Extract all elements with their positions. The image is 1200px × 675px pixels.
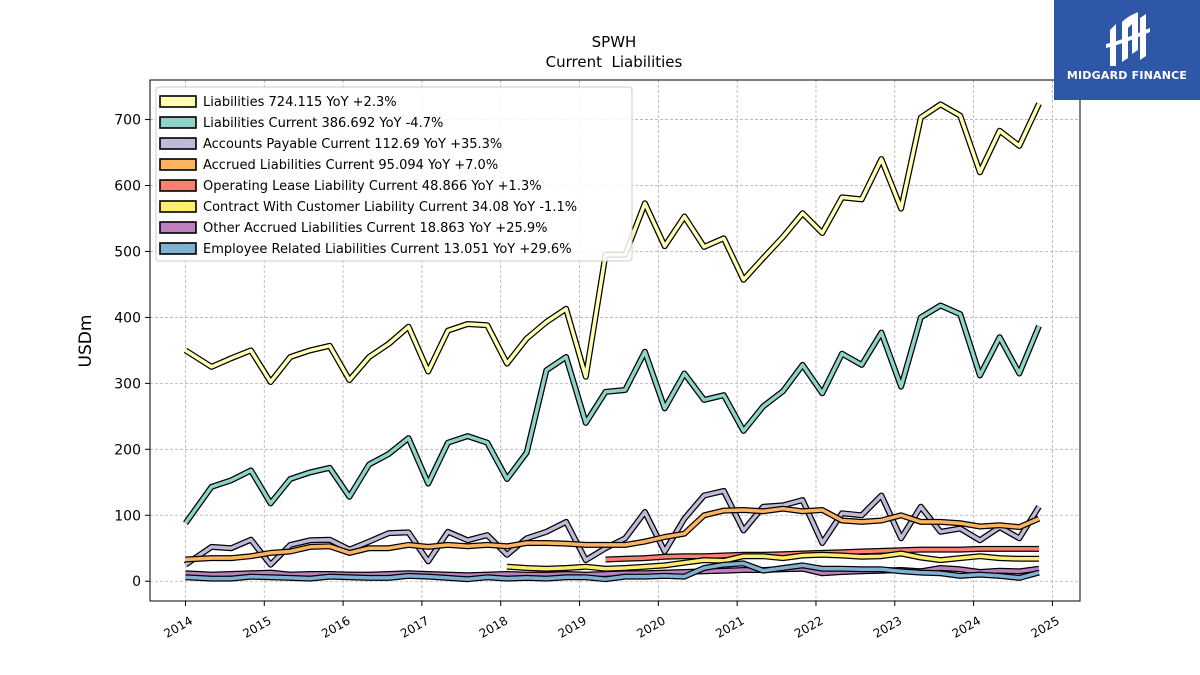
legend-swatch xyxy=(159,221,197,234)
series-line xyxy=(184,303,1041,525)
x-tick-label: 2015 xyxy=(240,613,273,640)
series-line xyxy=(185,561,1040,581)
legend-label: Employee Related Liabilities Current 13.… xyxy=(203,242,572,257)
x-tick-label: 2016 xyxy=(319,613,352,640)
x-tick-label: 2014 xyxy=(162,613,195,640)
y-tick-label: 400 xyxy=(114,310,141,326)
y-tick-label: 300 xyxy=(114,376,141,392)
legend-swatch xyxy=(159,158,197,171)
legend-label: Accrued Liabilities Current 95.094 YoY +… xyxy=(203,158,498,173)
series-line xyxy=(506,551,1039,571)
x-tick-label: 2018 xyxy=(477,613,510,640)
y-tick-label: 700 xyxy=(114,113,141,129)
logo-mark-icon xyxy=(1106,12,1150,66)
series-line-outline xyxy=(183,302,1042,525)
x-tick-label: 2021 xyxy=(713,613,746,640)
legend-label: Operating Lease Liability Current 48.866… xyxy=(203,179,542,194)
x-tick-label: 2020 xyxy=(634,613,667,640)
legend-label: Other Accrued Liabilities Current 18.863… xyxy=(203,221,548,236)
x-tick-label: 2017 xyxy=(398,613,431,640)
x-tick-label: 2024 xyxy=(950,613,983,640)
legend-label: Contract With Customer Liability Current… xyxy=(203,200,577,215)
chart-title: SPWH xyxy=(592,33,637,51)
legend-swatch xyxy=(159,200,197,213)
legend-swatch xyxy=(159,242,197,255)
legend-swatch xyxy=(159,179,197,192)
x-tick-label: 2025 xyxy=(1028,613,1061,640)
legend-label: Accounts Payable Current 112.69 YoY +35.… xyxy=(203,137,502,152)
legend-swatch xyxy=(159,116,197,129)
y-tick-label: 500 xyxy=(114,244,141,260)
midgard-finance-logo: MIDGARD FINANCE xyxy=(1054,0,1200,100)
plot-frame xyxy=(149,79,1081,602)
series-line xyxy=(185,506,1040,562)
legend-swatch xyxy=(159,95,197,108)
chart-subtitle: Current Liabilities xyxy=(546,53,683,71)
legend-swatch xyxy=(159,137,197,150)
legend-label: Liabilities 724.115 YoY +2.3% xyxy=(203,95,397,110)
x-tick-label: 2022 xyxy=(792,613,825,640)
y-axis-label: USDm xyxy=(76,315,96,368)
y-tick-label: 100 xyxy=(114,508,141,524)
x-tick-label: 2023 xyxy=(871,613,904,640)
logo-text: MIDGARD FINANCE xyxy=(1066,69,1188,82)
y-tick-label: 200 xyxy=(114,442,141,458)
legend-label: Liabilities Current 386.692 YoY -4.7% xyxy=(203,116,443,131)
legend: Liabilities 724.115 YoY +2.3% Liabilities… xyxy=(155,86,633,262)
y-tick-label: 0 xyxy=(132,574,141,590)
y-tick-label: 600 xyxy=(114,179,141,195)
x-tick-label: 2019 xyxy=(556,613,589,640)
legend-box xyxy=(155,86,633,262)
